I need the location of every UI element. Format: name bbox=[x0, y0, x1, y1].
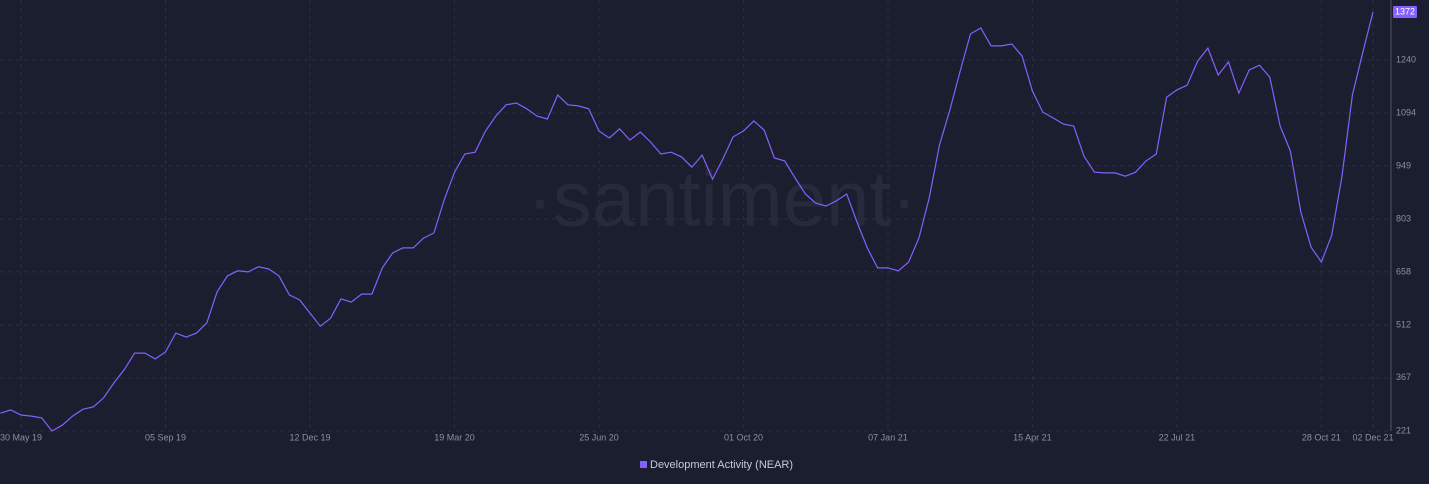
y-tick-label: 803 bbox=[1396, 214, 1411, 224]
y-tick-label: 1240 bbox=[1396, 54, 1416, 64]
x-tick-label: 25 Jun 20 bbox=[579, 432, 619, 442]
x-tick-label: 07 Jan 21 bbox=[868, 432, 908, 442]
y-tick-label: 221 bbox=[1396, 425, 1411, 435]
line bbox=[0, 11, 1374, 432]
legend-swatch bbox=[640, 461, 647, 468]
y-tick-label: 512 bbox=[1396, 319, 1411, 329]
value-tag bbox=[1393, 6, 1417, 19]
x-tick-label: 22 Jul 21 bbox=[1159, 432, 1196, 442]
y-tick-label: 949 bbox=[1396, 160, 1411, 170]
y-tick-label: 1094 bbox=[1396, 108, 1416, 118]
x-tick-label: 30 May 19 bbox=[0, 432, 42, 442]
legend-text: Development Activity (NEAR) bbox=[650, 459, 793, 471]
y-tick-label: 658 bbox=[1396, 266, 1411, 276]
watermark: ·santiment· bbox=[527, 155, 917, 243]
x-tick-label: 28 Oct 21 bbox=[1302, 432, 1341, 442]
value-tag-label: 1372 bbox=[1395, 6, 1415, 16]
x-tick-label: 01 Oct 20 bbox=[724, 432, 763, 442]
x-tick-label: 02 Dec 21 bbox=[1352, 432, 1393, 442]
x-tick-label: 05 Sep 19 bbox=[145, 432, 186, 442]
x-tick-label: 19 Mar 20 bbox=[434, 432, 475, 442]
x-tick-label: 15 Apr 21 bbox=[1013, 432, 1052, 442]
x-tick-label: 12 Dec 19 bbox=[289, 432, 330, 442]
y-tick-label: 367 bbox=[1396, 372, 1411, 382]
